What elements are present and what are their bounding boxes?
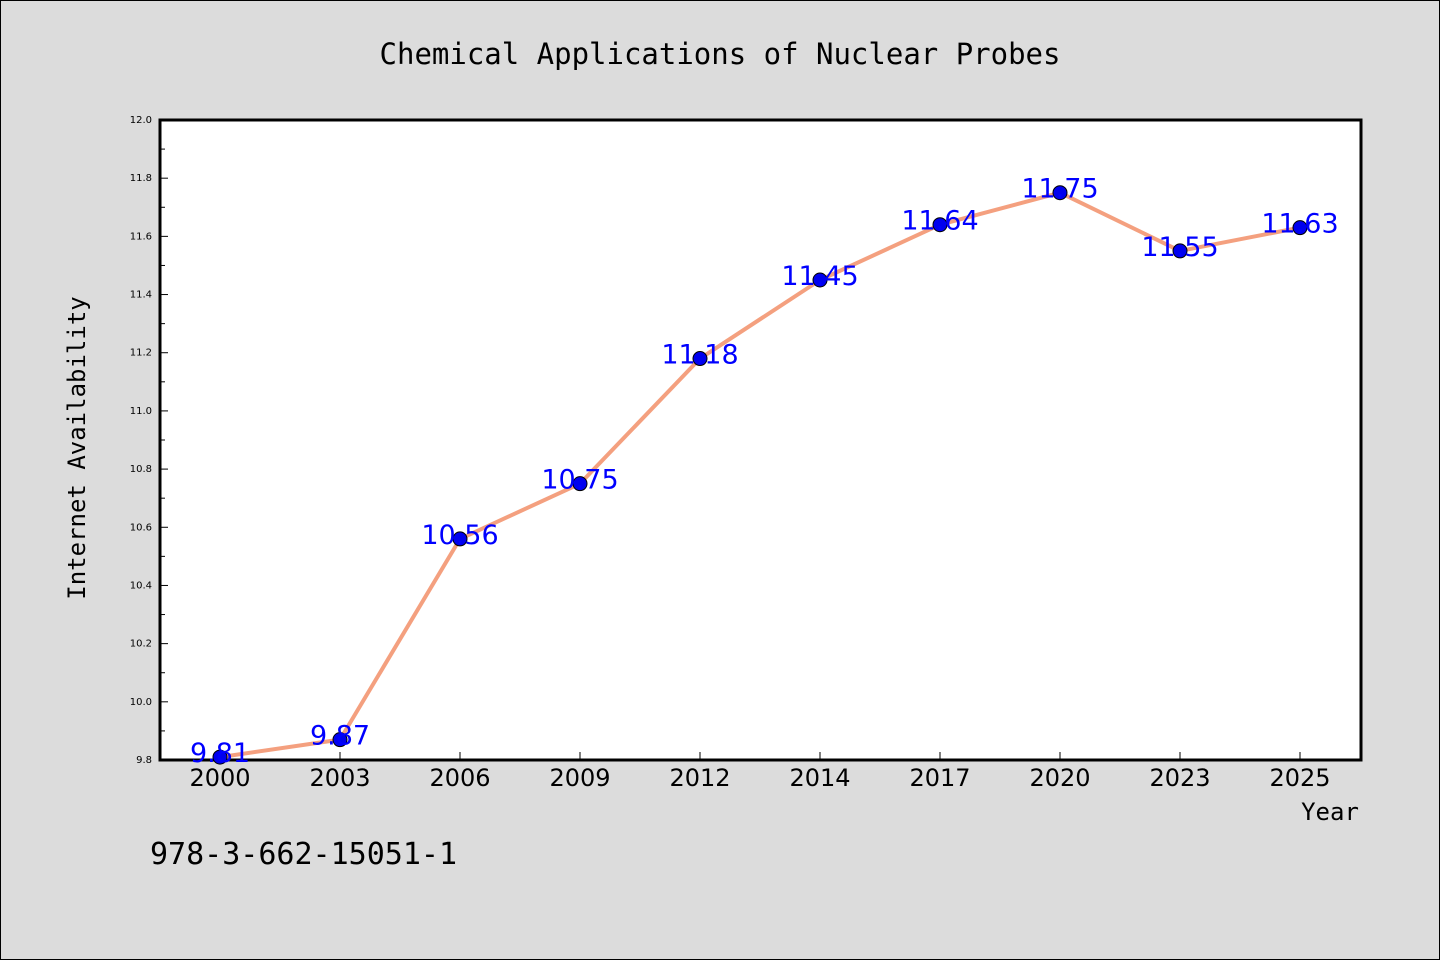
series-line-group [212,185,1308,765]
plot-area [158,118,1363,762]
y-tick-label: 11.0 [130,406,152,417]
y-tick-label: 10.2 [130,639,152,650]
data-point [1172,243,1188,259]
y-tick-label: 9.8 [136,755,152,766]
y-tick-label: 10.6 [130,522,152,533]
data-point [212,749,228,765]
x-tick-label: 2014 [789,764,850,792]
y-axis: 9.8 10.0 10.2 10.4 10.6 10.8 11.0 11.2 11.4 11.6 1… [130,115,168,766]
x-tick-label: 2017 [909,764,970,792]
data-label: 9.87 [310,721,370,752]
y-tick-label: 11.6 [130,231,152,242]
series-line [219,190,1301,760]
x-tick-label: 2009 [549,764,610,792]
data-point [812,272,828,288]
x-tick-label: 2006 [429,764,490,792]
x-axis: 2000 2003 2006 2009 2012 2014 2017 2020 2023 2025 [189,752,1331,792]
data-label: 9.81 [190,738,250,769]
data-point [332,732,348,748]
y-tick-label: 12.0 [130,115,152,126]
x-axis-label: Year [1301,798,1359,826]
data-point [1292,220,1308,236]
x-tick-label: 2003 [309,764,370,792]
y-tick-label: 11.8 [130,173,152,184]
data-point [932,217,948,233]
y-tick-label: 10.4 [130,580,152,591]
data-point [572,476,588,492]
data-label: 11.55 [1141,232,1218,263]
data-label: 11.45 [781,261,858,292]
y-tick-label: 10.8 [130,464,152,475]
data-label: 10.56 [421,520,498,551]
footer-text: 978-3-662-15051-1 [150,837,457,872]
data-label: 11.18 [661,340,738,371]
data-point [1052,185,1068,201]
y-tick-label: 10.0 [130,697,152,708]
chart-title: Chemical Applications of Nuclear Probes [380,37,1061,71]
x-tick-label: 2000 [189,764,250,792]
y-tick-label: 11.4 [130,290,152,301]
x-tick-label: 2023 [1149,764,1210,792]
x-tick-label: 2020 [1029,764,1090,792]
data-label-group: 9.81 9.87 10.56 10.75 11.18 11.45 11.64 11.75 11… [190,174,1339,769]
x-tick-label: 2025 [1269,764,1330,792]
data-label: 11.75 [1021,174,1098,205]
data-point [692,351,708,367]
data-label: 11.64 [901,206,978,237]
data-point [452,531,468,547]
x-tick-label: 2012 [669,764,730,792]
data-label: 10.75 [541,465,618,496]
y-axis-label: Internet Availability [63,296,91,599]
y-tick-label: 11.2 [130,348,152,359]
data-label: 11.63 [1261,209,1338,240]
